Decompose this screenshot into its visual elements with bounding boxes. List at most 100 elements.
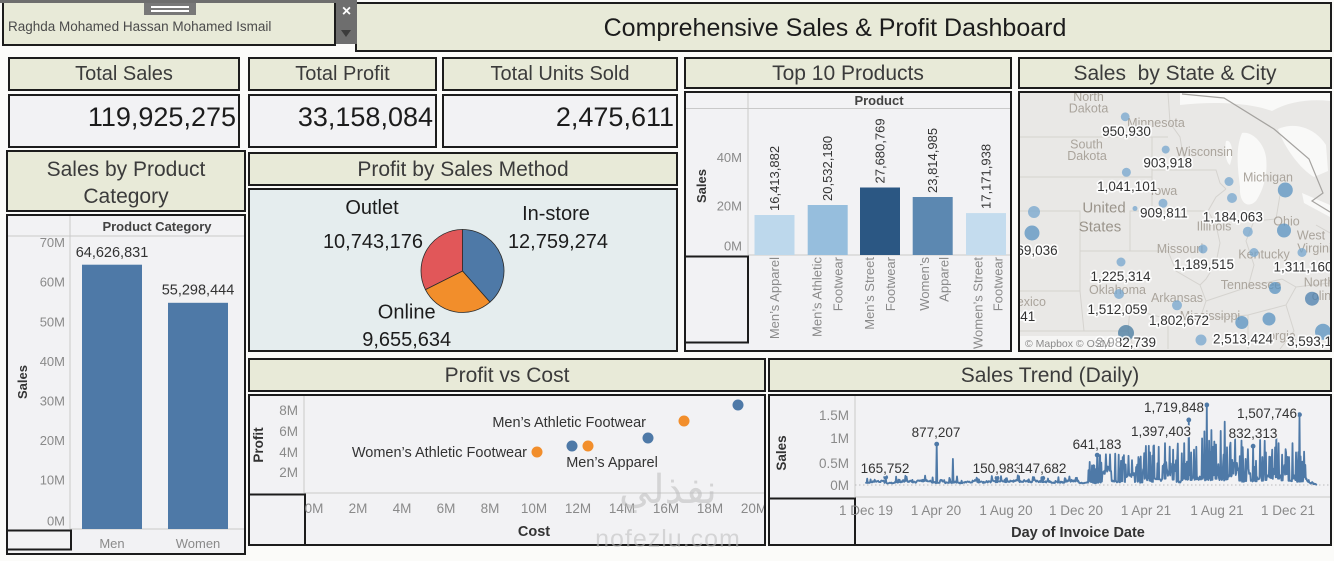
svg-text:1 Aug 20: 1 Aug 20	[979, 503, 1032, 518]
svg-text:8M: 8M	[481, 501, 500, 516]
svg-text:147,682: 147,682	[1018, 461, 1067, 476]
svg-text:1 Apr 20: 1 Apr 20	[911, 503, 961, 518]
svg-text:17,171,938: 17,171,938	[979, 144, 994, 209]
svg-text:Women’s Athletic Footwear: Women’s Athletic Footwear	[352, 445, 527, 461]
svg-text:12M: 12M	[565, 501, 591, 516]
svg-text:In-store: In-store	[522, 203, 590, 225]
svg-text:Men’s Apparel: Men’s Apparel	[566, 455, 658, 471]
svg-text:50M: 50M	[40, 315, 65, 330]
svg-text:10M: 10M	[521, 501, 547, 516]
svg-text:9,655,634: 9,655,634	[362, 329, 451, 350]
svg-text:877,207: 877,207	[912, 425, 961, 440]
svg-text:0.5M: 0.5M	[819, 456, 849, 471]
svg-text:2M: 2M	[349, 501, 368, 516]
svg-text:Men’s Athletic: Men’s Athletic	[810, 257, 825, 337]
svg-text:1,225,314: 1,225,314	[1090, 269, 1151, 284]
svg-text:55,298,444: 55,298,444	[162, 283, 235, 299]
svg-text:18M: 18M	[697, 501, 723, 516]
svg-text:832,313: 832,313	[1229, 426, 1278, 441]
svg-text:1,189,515: 1,189,515	[1174, 257, 1234, 272]
svg-text:Wisconsin: Wisconsin	[1176, 145, 1233, 159]
svg-text:lexico: lexico	[1020, 295, 1046, 309]
svg-text:165,752: 165,752	[861, 461, 910, 476]
svg-text:Cost: Cost	[518, 524, 550, 540]
svg-text:Footwear: Footwear	[883, 256, 898, 311]
svg-text:16M: 16M	[653, 501, 679, 516]
svg-text:1,802,672: 1,802,672	[1149, 313, 1209, 328]
svg-text:Apparel: Apparel	[937, 257, 952, 302]
svg-text:27,680,769: 27,680,769	[873, 118, 888, 183]
svg-text:20M: 20M	[40, 433, 65, 448]
svg-text:Day of Invoice Date: Day of Invoice Date	[1011, 525, 1145, 541]
svg-text:10,743,176: 10,743,176	[323, 231, 423, 253]
svg-text:1 Dec 20: 1 Dec 20	[1049, 503, 1103, 518]
svg-text:1,311,160: 1,311,160	[1273, 260, 1330, 275]
svg-text:© Mapbox © OSM: © Mapbox © OSM	[1025, 338, 1111, 350]
svg-text:20,532,180: 20,532,180	[820, 136, 835, 201]
svg-text:4M: 4M	[279, 445, 298, 460]
svg-text:Sales: Sales	[774, 435, 789, 470]
svg-text:Mississippi: Mississippi	[1180, 309, 1240, 323]
svg-text:641,183: 641,183	[1073, 437, 1122, 452]
svg-text:641: 641	[1020, 309, 1035, 324]
svg-text:2,513,424: 2,513,424	[1213, 332, 1274, 347]
svg-text:Sales: Sales	[15, 365, 30, 399]
svg-text:West: West	[1297, 229, 1326, 243]
svg-text:12,759,274: 12,759,274	[508, 231, 608, 253]
svg-text:1M: 1M	[830, 431, 849, 446]
svg-text:0M: 0M	[47, 514, 65, 529]
svg-text:1 Dec 19: 1 Dec 19	[839, 503, 893, 518]
svg-text:Iowa: Iowa	[1151, 184, 1177, 198]
svg-text:Product: Product	[854, 93, 904, 108]
svg-text:30M: 30M	[40, 394, 65, 409]
svg-text:Men: Men	[99, 536, 124, 551]
svg-text:0M: 0M	[305, 501, 324, 516]
svg-text:1,512,059: 1,512,059	[1087, 302, 1147, 317]
svg-text:North: North	[1304, 276, 1330, 290]
svg-text:10M: 10M	[40, 473, 65, 488]
svg-text:Footwear: Footwear	[831, 256, 846, 311]
svg-text:150,983: 150,983	[973, 461, 1022, 476]
svg-text:0M: 0M	[724, 239, 742, 254]
svg-text:Arkansas: Arkansas	[1151, 291, 1203, 305]
svg-text:8M: 8M	[279, 403, 298, 418]
svg-text:40M: 40M	[40, 354, 65, 369]
svg-text:60M: 60M	[40, 275, 65, 290]
svg-text:Men’s Apparel: Men’s Apparel	[767, 257, 782, 339]
svg-text:1.5M: 1.5M	[819, 408, 849, 423]
svg-text:20M: 20M	[741, 501, 764, 516]
svg-text:Profit: Profit	[251, 427, 266, 463]
svg-text:20M: 20M	[717, 199, 742, 214]
svg-text:70M: 70M	[40, 235, 65, 250]
svg-text:3,593,124: 3,593,124	[1287, 334, 1330, 349]
svg-text:1 Apr 21: 1 Apr 21	[1121, 503, 1171, 518]
svg-text:64,626,831: 64,626,831	[76, 245, 149, 261]
svg-text:Sales: Sales	[694, 169, 709, 203]
svg-text:United: United	[1082, 200, 1125, 217]
svg-text:14M: 14M	[609, 501, 635, 516]
svg-text:Minnesota: Minnesota	[1127, 116, 1185, 130]
svg-text:1 Dec 21: 1 Dec 21	[1261, 503, 1315, 518]
svg-text:South: South	[1070, 138, 1103, 152]
svg-text:1,184,063: 1,184,063	[1203, 210, 1263, 225]
svg-text:6M: 6M	[437, 501, 456, 516]
svg-text:Women: Women	[176, 536, 221, 551]
svg-text:16,413,882: 16,413,882	[767, 146, 782, 211]
svg-text:Michigan: Michigan	[1243, 171, 1293, 185]
svg-text:2M: 2M	[279, 465, 298, 480]
svg-text:Men’s Street: Men’s Street	[862, 257, 877, 330]
svg-text:States: States	[1079, 219, 1122, 236]
svg-text:6M: 6M	[279, 424, 298, 439]
svg-text:Dakota: Dakota	[1069, 102, 1109, 116]
svg-text:Men’s Athletic Footwear: Men’s Athletic Footwear	[492, 415, 646, 431]
svg-text:40M: 40M	[717, 150, 742, 165]
svg-text:1,719,848: 1,719,848	[1144, 400, 1204, 415]
svg-text:Product Category: Product Category	[102, 219, 212, 234]
svg-text:orgia: orgia	[1268, 329, 1296, 343]
svg-text:909,811: 909,811	[1140, 206, 1188, 221]
svg-text:Missouri: Missouri	[1157, 242, 1204, 256]
svg-text:North: North	[1073, 93, 1104, 104]
svg-text:Women’s Street: Women’s Street	[971, 257, 986, 349]
svg-text:Tennessee: Tennessee	[1221, 278, 1282, 292]
svg-text:1,397,403: 1,397,403	[1131, 424, 1191, 439]
